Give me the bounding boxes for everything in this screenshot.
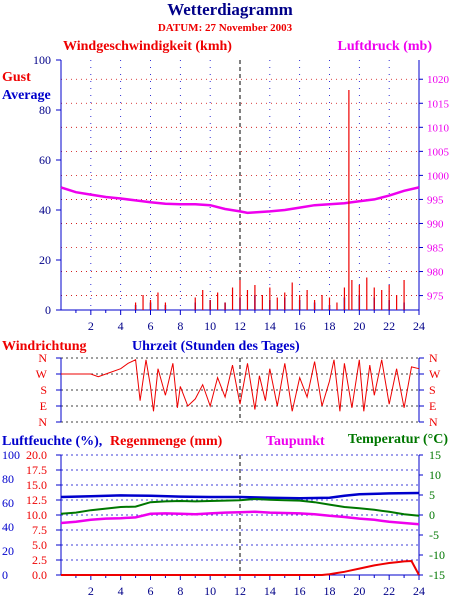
wind-direction-label: Windrichtung — [2, 339, 87, 354]
chart-date: DATUM: 27 November 2003 — [158, 22, 293, 34]
climate-panel-x-tick-label: 14 — [264, 584, 276, 598]
direction-label-right: N — [429, 351, 438, 365]
humidity-line — [60, 491, 420, 500]
pressure-y-tick-label: 1020 — [427, 74, 450, 86]
humidity-y-tick-label: 100 — [2, 448, 20, 462]
climate-panel-x-tick-label: 12 — [234, 584, 246, 598]
wind-direction-line — [61, 359, 420, 412]
chart-title: Wetterdiagramm — [167, 0, 293, 19]
climate-panel-x-tick-label: 16 — [294, 584, 306, 598]
pressure-y-tick-label: 985 — [427, 243, 444, 255]
direction-label-right: W — [429, 367, 441, 381]
wind-y-tick-label: 0 — [45, 303, 51, 317]
temp-y-tick-label: 10 — [429, 468, 441, 482]
pressure-line — [60, 186, 420, 215]
wind-panel-x-tick-label: 6 — [148, 319, 154, 333]
temperature-line — [60, 497, 420, 517]
wind-panel-x-tick-label: 12 — [234, 319, 246, 333]
average-legend: Average — [2, 88, 51, 103]
direction-label-left: N — [38, 415, 47, 429]
wind-panel-x-tick-label: 18 — [324, 319, 336, 333]
humidity-label: Luftfeuchte (%), — [2, 434, 102, 449]
pressure-y-tick-label: 995 — [427, 194, 444, 206]
wind-panel-x-tick-label: 24 — [413, 319, 425, 333]
temp-y-tick-label: -5 — [429, 528, 439, 542]
direction-label-right: S — [429, 383, 436, 397]
pressure-y-tick-label: 1000 — [427, 170, 450, 182]
rain-y-tick-label: 20.0 — [26, 448, 47, 462]
pressure-y-tick-label: 990 — [427, 218, 444, 230]
direction-label-right: N — [429, 415, 438, 429]
temp-y-tick-label: 15 — [429, 448, 441, 462]
time-axis-label: Uhrzeit (Stunden des Tages) — [132, 339, 300, 354]
pressure-y-tick-label: 1005 — [427, 146, 450, 158]
rain-y-tick-label: 0.0 — [32, 568, 47, 582]
wind-panel-x-tick-label: 4 — [118, 319, 124, 333]
wind-panel-x-tick-label: 14 — [264, 319, 276, 333]
direction-label-left: W — [36, 367, 48, 381]
climate-panel-x-tick-label: 6 — [148, 584, 154, 598]
pressure-label: Luftdruck (mb) — [337, 39, 432, 54]
humidity-y-tick-label: 60 — [2, 496, 14, 510]
climate-panel-x-tick-label: 10 — [204, 584, 216, 598]
rain-y-tick-label: 12.5 — [26, 493, 47, 507]
rain-y-tick-label: 5.0 — [32, 538, 47, 552]
climate-panel-x-tick-label: 22 — [383, 584, 395, 598]
dewpoint-label: Taupunkt — [266, 434, 325, 449]
wind-panel-x-tick-label: 22 — [383, 319, 395, 333]
direction-label-right: E — [429, 399, 436, 413]
wind-panel-x-tick-label: 16 — [294, 319, 306, 333]
climate-panel-x-tick-label: 24 — [413, 584, 425, 598]
humidity-y-tick-label: 20 — [2, 544, 14, 558]
wind-y-tick-label: 80 — [39, 103, 51, 117]
direction-label-left: N — [38, 351, 47, 365]
rain-y-tick-label: 2.5 — [32, 553, 47, 567]
wind-panel-x-tick-label: 10 — [204, 319, 216, 333]
climate-panel-x-tick-label: 2 — [88, 584, 94, 598]
wind-y-tick-label: 40 — [39, 203, 51, 217]
humidity-y-tick-label: 40 — [2, 520, 14, 534]
pressure-y-tick-label: 1015 — [427, 98, 450, 110]
rain-y-tick-label: 10.0 — [26, 508, 47, 522]
pressure-y-tick-label: 1010 — [427, 122, 450, 134]
wind-y-tick-label: 60 — [39, 153, 51, 167]
wind-panel-x-tick-label: 8 — [177, 319, 183, 333]
gust-legend: Gust — [2, 70, 31, 85]
wind-speed-label: Windgeschwindigkeit (kmh) — [63, 39, 232, 54]
wind-y-tick-label: 100 — [33, 53, 51, 67]
temp-y-tick-label: 0 — [429, 508, 435, 522]
temperature-label: Temperatur (°C) — [348, 432, 448, 447]
temp-y-tick-label: -10 — [429, 548, 445, 562]
rain-y-tick-label: 17.5 — [26, 463, 47, 477]
direction-label-left: S — [40, 383, 47, 397]
rain-y-tick-label: 7.5 — [32, 523, 47, 537]
climate-panel-x-tick-label: 18 — [324, 584, 336, 598]
rain-label: Regenmenge (mm) — [110, 434, 223, 449]
climate-panel-x-tick-label: 20 — [353, 584, 365, 598]
humidity-y-tick-label: 80 — [2, 472, 14, 486]
rain-line — [61, 559, 420, 576]
pressure-y-tick-label: 980 — [427, 267, 444, 279]
wind-panel-x-tick-label: 20 — [353, 319, 365, 333]
temp-y-tick-label: -15 — [429, 568, 445, 582]
rain-y-tick-label: 15.0 — [26, 478, 47, 492]
climate-panel-x-tick-label: 4 — [118, 584, 124, 598]
direction-label-left: E — [40, 399, 47, 413]
humidity-y-tick-label: 0 — [2, 568, 8, 582]
wind-panel-x-tick-label: 2 — [88, 319, 94, 333]
dewpoint-line — [60, 510, 420, 526]
climate-panel-x-tick-label: 8 — [177, 584, 183, 598]
pressure-y-tick-label: 975 — [427, 291, 444, 303]
wind-y-tick-label: 20 — [39, 253, 51, 267]
temp-y-tick-label: 5 — [429, 488, 435, 502]
